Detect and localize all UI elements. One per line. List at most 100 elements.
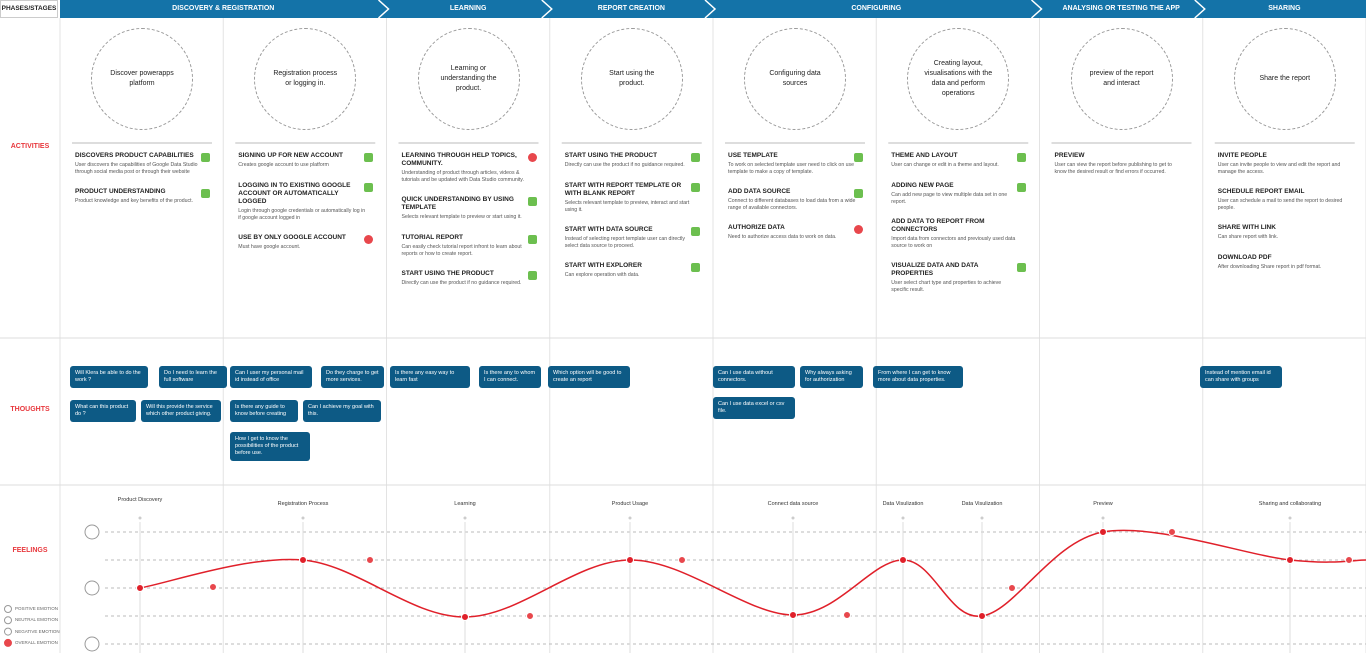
activity-item: SCHEDULE REPORT EMAIL User can schedule a…: [1218, 188, 1346, 211]
thought-bubble: Can I use data excel or csv file.: [713, 397, 795, 419]
activity-item: USE TEMPLATE To work on selected template…: [728, 152, 856, 175]
item-title: SIGNING UP FOR NEW ACCOUNT: [238, 152, 343, 159]
emotion-marker: [1168, 528, 1176, 536]
activity-item: START USING THE PRODUCT Directly can use …: [402, 270, 530, 287]
thought-bubble: Can I achieve my goal with this.: [303, 400, 381, 422]
stage-label: SHARING: [1268, 5, 1301, 12]
thought-bubble: Will this provide the service which othe…: [141, 400, 221, 422]
item-title: ADDING NEW PAGE: [891, 182, 954, 189]
sentiment-icon: [854, 225, 863, 234]
stage-dot: [628, 516, 632, 520]
item-title: LOGGING IN TO EXISTING GOOGLE ACCOUNT OR…: [238, 182, 351, 205]
item-text: Connect to different databases to load d…: [728, 198, 856, 211]
thought-bubble: Can I user my personal mail id instead o…: [230, 366, 312, 388]
emotion-face: [84, 580, 100, 596]
sentiment-icon: [1017, 263, 1027, 272]
feeling-label: Learning: [454, 501, 476, 507]
legend-label: NEUTRAL EMOTION: [15, 617, 59, 623]
activity-text: Start using the product.: [609, 70, 655, 87]
item-title: START WITH EXPLORER: [564, 262, 642, 269]
activity-text: Creating layout, visualisations with the…: [924, 60, 993, 97]
item-title: SCHEDULE REPORT EMAIL: [1217, 188, 1305, 195]
activity-item: START WITH REPORT TEMPLATE OR WITH BLANK…: [565, 182, 693, 213]
stage-dot: [301, 516, 305, 520]
feeling-label: Connect data source: [767, 501, 819, 507]
legend-label: NEGATIVE EMOTION: [15, 628, 60, 634]
curve-point: [136, 584, 144, 592]
sentiment-icon: [201, 153, 210, 162]
activity-circle: Creating layout, visualisations with the…: [907, 28, 1010, 130]
sentiment-icon: [527, 271, 537, 280]
item-title: START USING THE PRODUCT: [401, 270, 494, 277]
feeling-label: Preview: [1093, 501, 1113, 507]
item-text: Import data from connectors and previous…: [891, 236, 1016, 249]
item-text: Must have google account.: [238, 244, 301, 250]
item-title: DOWNLOAD PDF: [1217, 254, 1272, 261]
feeling-label: Product Usage: [611, 501, 649, 507]
sentiment-icon: [201, 189, 210, 198]
thought-bubble: Will Klera be able to do the work ?: [70, 366, 148, 388]
activity-item: LEARNING THROUGH HELP TOPICS, COMMUNITY.…: [402, 152, 530, 183]
emotion-marker: [1008, 584, 1016, 592]
item-title: QUICK UNDERSTANDING BY USING TEMPLATE: [401, 196, 514, 211]
stage-label: REPORT CREATION: [597, 5, 665, 12]
curve-point: [1099, 528, 1107, 536]
item-text: Product knowledge and key benefits of th…: [75, 198, 193, 204]
activity-item: THEME AND LAYOUT User can change or edit …: [891, 152, 1019, 169]
item-title: ADD DATA TO REPORT FROM CONNECTORS: [891, 218, 985, 233]
stage-label: CONFIGURING: [851, 5, 902, 12]
activity-circle: Start using the product.: [580, 28, 683, 130]
curve-point: [978, 612, 986, 620]
activity-item: PREVIEW User can view the report before p…: [1055, 152, 1183, 175]
feeling-label: Data Visulization: [882, 501, 924, 507]
item-text: Creates google account to use platform: [238, 162, 329, 168]
activity-item: AUTHORIZE DATA Need to authorize access d…: [728, 224, 856, 241]
activity-circle: Learning or understanding the product.: [417, 28, 520, 130]
thought-bubble: What can this product do ?: [70, 400, 136, 422]
sentiment-icon: [690, 183, 700, 192]
face: [84, 580, 100, 596]
item-title: VISUALIZE DATA AND DATA PROPERTIES: [891, 262, 979, 277]
curve-point: [789, 611, 797, 619]
item-text: User discovers the capabilities of Googl…: [75, 162, 198, 175]
thought-bubble: Do they charge to get more services.: [321, 366, 384, 388]
item-title: TUTORIAL REPORT: [401, 234, 464, 241]
curve-point: [299, 556, 307, 564]
activity-circle: preview of the report and interact: [1070, 28, 1173, 130]
item-text: Selects relevant template to preview or …: [401, 214, 522, 220]
item-text: User select chart type and properties to…: [891, 280, 1002, 293]
item-text: User can invite people to view and edit …: [1217, 162, 1341, 175]
item-text: Need to authorize access data to work on…: [728, 234, 837, 240]
activity-item: DISCOVERS PRODUCT CAPABILITIES User disco…: [75, 152, 203, 175]
activity-text: Share the report: [1259, 75, 1311, 82]
feeling-label: Registration Process: [277, 501, 329, 507]
item-title: USE TEMPLATE: [728, 152, 778, 159]
activity-item: USE BY ONLY GOOGLE ACCOUNT Must have goog…: [238, 234, 366, 251]
activity-item: INVITE PEOPLE User can invite people to v…: [1218, 152, 1346, 175]
thought-bubble: Is there any easy way to learn fast: [390, 366, 470, 388]
item-text: Can add new page to view multiple data s…: [891, 192, 1008, 205]
stage-arrow: [704, 0, 717, 19]
item-text: To work on selected template user need t…: [728, 162, 855, 175]
item-title: PRODUCT UNDERSTANDING: [75, 188, 166, 195]
face: [84, 524, 100, 540]
sentiment-icon: [527, 153, 537, 162]
emotion-curve: [139, 529, 1366, 618]
stage-arrow: [377, 0, 390, 19]
item-title: START USING THE PRODUCT: [564, 152, 658, 159]
row-label: ACTIVITIES: [10, 143, 50, 150]
activity-text: preview of the report and interact: [1089, 70, 1154, 87]
item-text: Login through google credentials or auto…: [238, 208, 366, 221]
item-title: PREVIEW: [1054, 152, 1085, 159]
item-text: Directly can use the product if no guida…: [564, 162, 685, 168]
activity-item: LOGGING IN TO EXISTING GOOGLE ACCOUNT OR…: [238, 182, 366, 221]
thought-bubble: Is there any to whom I can connect.: [479, 366, 541, 388]
legend-icon: [4, 638, 12, 647]
stage-arrow: [541, 0, 553, 19]
stage-dot: [901, 516, 905, 520]
thought-bubble: Can I use data without connectors.: [713, 366, 795, 388]
legend-icon: [4, 627, 12, 636]
activity-circle: Registration process or logging in.: [254, 28, 357, 130]
